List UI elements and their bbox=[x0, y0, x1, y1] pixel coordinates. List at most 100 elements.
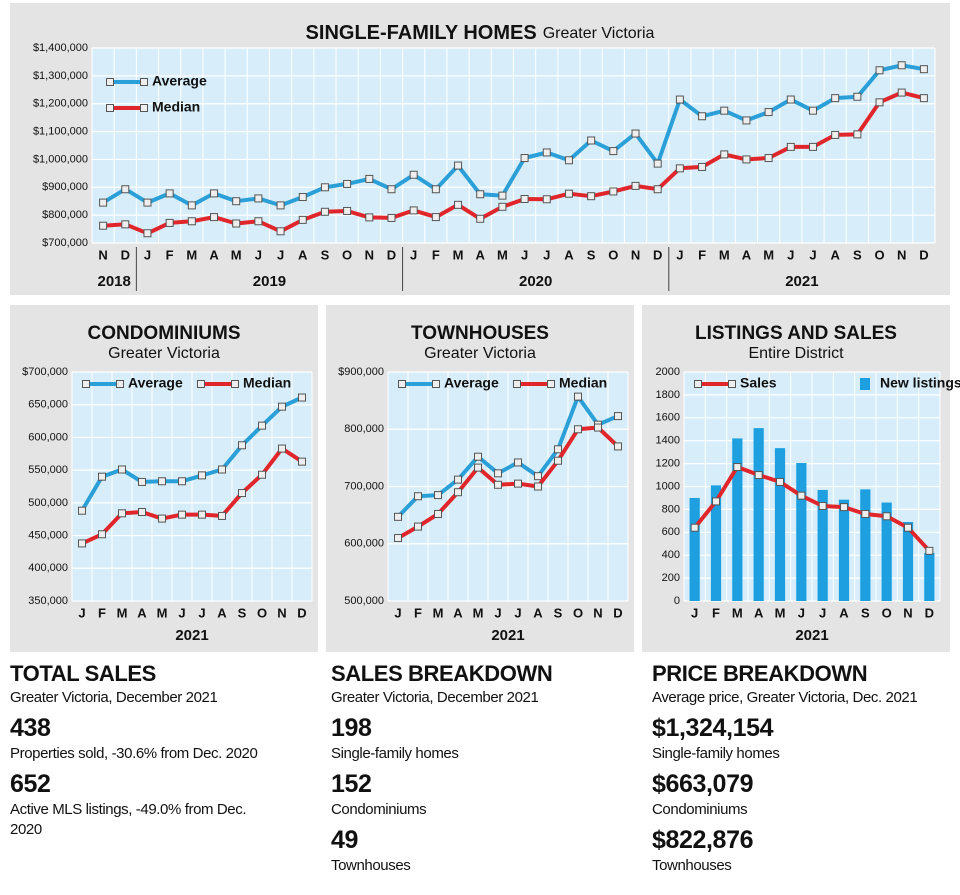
x-tick-label: M bbox=[433, 605, 444, 620]
x-axis-label: 2021 bbox=[491, 627, 524, 644]
marker bbox=[320, 183, 329, 192]
marker bbox=[99, 221, 108, 230]
marker bbox=[434, 491, 442, 500]
x-tick-label: O bbox=[882, 605, 892, 620]
x-tick-label: A bbox=[137, 605, 147, 620]
y-tick-label: 650,000 bbox=[28, 399, 68, 411]
x-tick-label: O bbox=[342, 247, 352, 262]
x-tick-label: S bbox=[861, 605, 870, 620]
marker bbox=[925, 546, 934, 555]
marker bbox=[712, 497, 720, 506]
x-tick-label: J bbox=[521, 247, 528, 262]
marker bbox=[742, 116, 751, 125]
x-tick-label: S bbox=[321, 247, 330, 262]
marker bbox=[394, 534, 402, 543]
legend-label: Median bbox=[559, 375, 607, 391]
marker bbox=[258, 470, 266, 479]
marker bbox=[78, 506, 86, 515]
chart-subtitle: Greater Victoria bbox=[424, 345, 536, 362]
y-tick-label: 700,000 bbox=[344, 480, 384, 492]
year-label: 2018 bbox=[97, 273, 130, 290]
marker bbox=[158, 514, 166, 523]
marker bbox=[118, 509, 126, 518]
chart-subtitle: Greater Victoria bbox=[108, 345, 220, 362]
marker bbox=[99, 198, 108, 207]
x-tick-label: A bbox=[754, 605, 764, 620]
marker bbox=[232, 219, 241, 228]
chart-title: CONDOMINIUMS bbox=[87, 323, 240, 344]
marker bbox=[818, 501, 827, 510]
marker bbox=[210, 189, 219, 198]
stat-label: Properties sold, -30.6% from Dec. 2020 bbox=[10, 745, 258, 762]
y-tick-label: 1200 bbox=[656, 458, 680, 470]
stat-label: Townhouses bbox=[331, 857, 411, 874]
marker bbox=[919, 65, 928, 74]
x-tick-label: J bbox=[691, 605, 698, 620]
y-tick-label: $1,400,000 bbox=[33, 42, 88, 54]
x-tick-label: F bbox=[698, 247, 706, 262]
marker bbox=[564, 156, 573, 165]
legend-label: New listings bbox=[880, 375, 960, 391]
marker bbox=[431, 185, 440, 194]
chart-subtitle: Entire District bbox=[748, 345, 844, 362]
x-tick-label: N bbox=[897, 247, 906, 262]
subtitle: Greater Victoria bbox=[543, 25, 655, 42]
marker bbox=[178, 477, 186, 486]
marker bbox=[675, 95, 684, 104]
marker bbox=[158, 477, 166, 486]
x-tick-label: J bbox=[178, 605, 185, 620]
y-tick-label: $1,000,000 bbox=[33, 153, 88, 165]
x-tick-label: J bbox=[514, 605, 521, 620]
y-tick-label: $900,000 bbox=[338, 366, 384, 378]
stat-value: 198 bbox=[331, 714, 372, 742]
x-tick-label: J bbox=[198, 605, 205, 620]
y-tick-label: 800,000 bbox=[344, 423, 384, 435]
marker bbox=[476, 214, 485, 223]
bar bbox=[817, 489, 828, 601]
stats-subtitle: Average price, Greater Victoria, Dec. 20… bbox=[652, 689, 918, 706]
stat-value: $822,876 bbox=[652, 826, 754, 854]
x-axis-label: 2021 bbox=[795, 627, 828, 644]
marker bbox=[454, 475, 462, 484]
marker bbox=[728, 380, 736, 388]
marker bbox=[434, 509, 442, 518]
marker bbox=[675, 164, 684, 173]
charts: SINGLE-FAMILY HOMES Greater Victoria $700,… bbox=[10, 3, 960, 652]
marker bbox=[121, 185, 130, 194]
marker bbox=[587, 136, 596, 145]
marker bbox=[897, 61, 906, 70]
x-tick-label: J bbox=[394, 605, 401, 620]
y-tick-label: 0 bbox=[674, 595, 680, 607]
y-tick-label: 500,000 bbox=[28, 497, 68, 509]
marker bbox=[698, 162, 707, 171]
marker bbox=[498, 191, 507, 200]
x-tick-label: A bbox=[742, 247, 752, 262]
marker bbox=[904, 523, 912, 532]
marker bbox=[861, 509, 870, 518]
marker bbox=[343, 179, 352, 188]
marker bbox=[609, 147, 618, 156]
y-tick-label: 500,000 bbox=[344, 595, 384, 607]
marker bbox=[574, 425, 582, 434]
stat-label: Active MLS listings, -49.0% from Dec. 20… bbox=[10, 801, 247, 838]
marker bbox=[474, 463, 482, 472]
y-tick-label: 800 bbox=[662, 503, 680, 515]
marker bbox=[116, 380, 124, 388]
marker bbox=[554, 456, 562, 465]
legend-label: Median bbox=[243, 375, 291, 391]
marker bbox=[853, 130, 862, 139]
marker bbox=[187, 217, 196, 226]
legend-label: Sales bbox=[740, 375, 777, 391]
y-tick-label: 600,000 bbox=[344, 538, 384, 550]
marker bbox=[238, 489, 246, 498]
marker bbox=[919, 94, 928, 103]
x-tick-label: M bbox=[719, 247, 730, 262]
y-tick-label: 2000 bbox=[656, 366, 680, 378]
stats-title: SALES BREAKDOWN bbox=[331, 661, 553, 686]
marker bbox=[720, 106, 729, 115]
marker bbox=[138, 508, 146, 517]
x-tick-label: O bbox=[874, 247, 884, 262]
marker bbox=[298, 457, 306, 466]
marker bbox=[831, 130, 840, 139]
marker bbox=[365, 174, 374, 183]
